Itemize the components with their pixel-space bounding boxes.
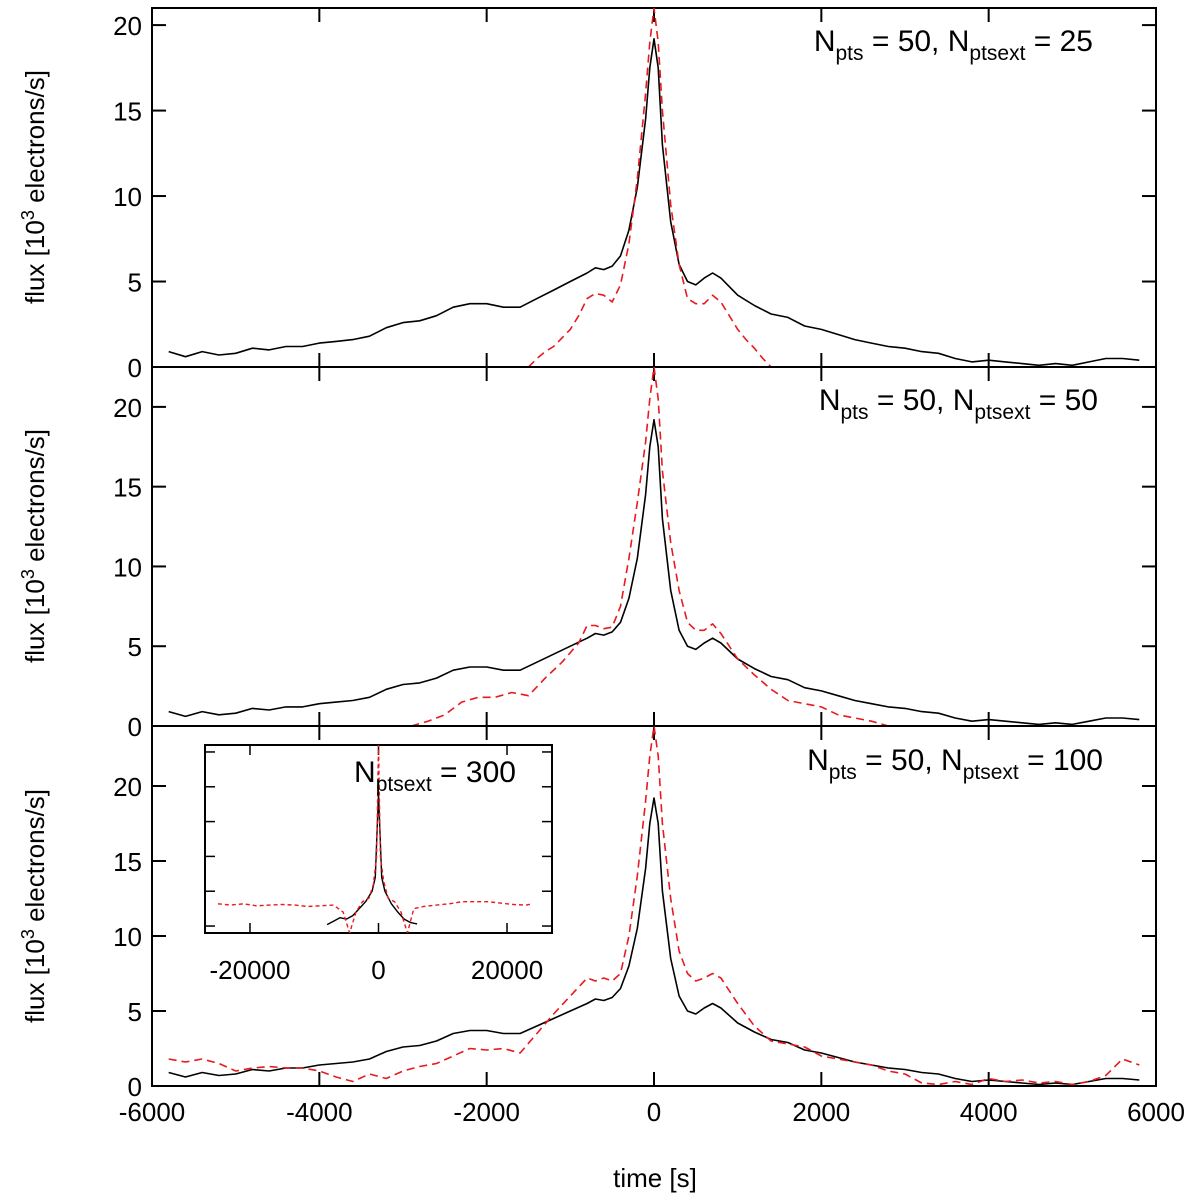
x-tick-label: 6000: [1127, 1097, 1185, 1127]
x-axis-label: time [s]: [613, 1163, 697, 1193]
x-tick-label: 4000: [960, 1097, 1018, 1127]
middle-y-tick-label: 10: [113, 552, 142, 582]
panel-middle-series: [168, 367, 1140, 726]
inset-x-tick-label: 20000: [471, 955, 543, 985]
panel-top-y-label: flux [103 electrons/s]: [18, 70, 50, 304]
top-y-tick-label: 15: [113, 97, 142, 127]
bottom-y-tick-label: 20: [113, 772, 142, 802]
bottom-y-tick-label: 5: [128, 997, 142, 1027]
top-series-red: [527, 8, 772, 367]
panel-bottom-x-ticks: [151, 726, 1157, 1086]
bottom-series-black: [168, 797, 1140, 1086]
bottom-y-tick-label: 15: [113, 847, 142, 877]
top-y-tick-label: 5: [128, 268, 142, 298]
panel-bottom-y-label: flux [103 electrons/s]: [18, 789, 50, 1023]
top-y-tick-label: 20: [113, 11, 142, 41]
panel-middle-x-ticks: [151, 367, 1157, 726]
panel-bottom: 0 5 10 15 20 Npts = 50, Nptsext = 100 flux […: [18, 725, 1157, 1102]
inset-plot: -20000 0 20000 Nptsext = 300: [204, 744, 553, 985]
panel-middle-y-ticks: 0 5 10 15 20: [113, 393, 1156, 742]
x-tick-label: 2000: [792, 1097, 850, 1127]
panel-top-annotation: Npts = 50, Nptsext = 25: [814, 25, 1093, 65]
inset-x-tick-label: -20000: [209, 955, 290, 985]
x-tick-label: -4000: [286, 1097, 353, 1127]
bottom-series-red: [168, 726, 1140, 1086]
panel-middle-annotation: Npts = 50, Nptsext = 50: [819, 384, 1098, 424]
panel-bottom-annotation: Npts = 50, Nptsext = 100: [807, 744, 1103, 784]
inset-ticks: -20000 0 20000: [205, 745, 552, 985]
x-tick-label: -2000: [453, 1097, 520, 1127]
panel-top-y-ticks: 0 5 10 15 20: [113, 11, 1156, 383]
panel-top-series: [168, 8, 1140, 367]
middle-series-black: [168, 418, 1140, 726]
panel-bottom-y-ticks: 0 5 10 15 20: [113, 772, 1156, 1102]
panel-middle-y-label: flux [103 electrons/s]: [18, 429, 50, 663]
middle-y-tick-label: 20: [113, 393, 142, 423]
bottom-y-tick-label: 0: [128, 1072, 142, 1102]
panel-top: 0 5 10 15 20 Npts = 50, Nptsext = 25 flux [1…: [18, 7, 1157, 383]
middle-y-tick-label: 0: [128, 712, 142, 742]
top-y-tick-label: 0: [128, 353, 142, 383]
x-tick-label: 0: [647, 1097, 661, 1127]
inset-frame: [204, 744, 553, 934]
top-y-tick-label: 10: [113, 182, 142, 212]
panel-bottom-series: [168, 726, 1140, 1086]
middle-y-tick-label: 15: [113, 473, 142, 503]
panel-middle: 0 5 10 15 20 Npts = 50, Nptsext = 50 flux [1…: [18, 366, 1157, 742]
inset-series-red: [217, 745, 533, 933]
x-tick-labels: -6000 -4000 -2000 0 2000 4000 6000: [119, 1097, 1185, 1127]
x-tick-label: -6000: [119, 1097, 186, 1127]
inset-series-black: [326, 793, 418, 926]
inset-series: [217, 745, 533, 933]
inset-annotation: Nptsext = 300: [354, 756, 516, 796]
inset-x-tick-label: 0: [371, 955, 385, 985]
middle-y-tick-label: 5: [128, 632, 142, 662]
bottom-y-tick-label: 10: [113, 922, 142, 952]
top-series-black: [168, 37, 1140, 367]
panel-top-x-ticks: [151, 8, 1157, 367]
middle-series-red: [411, 367, 889, 726]
